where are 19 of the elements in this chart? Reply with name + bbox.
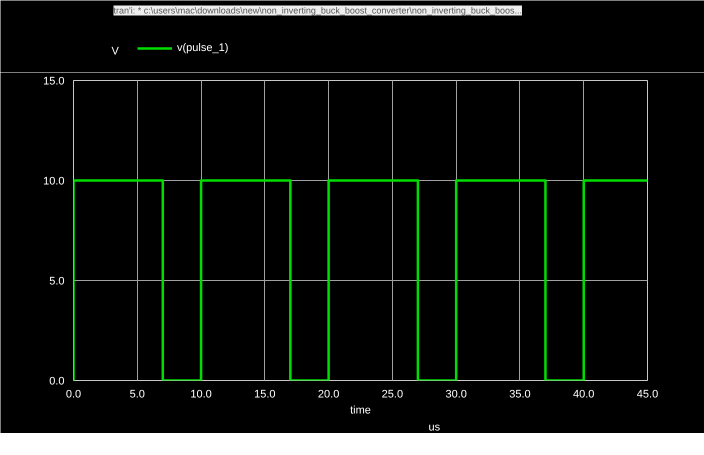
x-tick-label: 5.0	[130, 388, 145, 400]
text: us	[428, 422, 441, 434]
x-tick-label: 30.0	[445, 388, 467, 400]
x-tick-label: 25.0	[382, 388, 404, 400]
x-tick-label: 20.0	[318, 388, 340, 400]
x-tick-label: 45.0	[636, 388, 658, 400]
x-tick-label: 35.0	[509, 388, 531, 400]
x-axis-title: time	[350, 404, 371, 416]
y-tick-label: 5.0	[49, 276, 65, 288]
x-tick-label: 0.0	[66, 388, 82, 400]
x-tick-label: 10.0	[190, 388, 212, 400]
y-tick-label: 10.0	[43, 176, 65, 188]
legend-label: v(pulse_1)	[177, 42, 228, 54]
y-axis-title: V	[112, 46, 120, 58]
chart-title: tran'i: * c:\users\mac\downloads\new\non_inverting_buck_boost_converter\non_inverting_buck_boos...	[114, 6, 522, 16]
x-tick-label: 40.0	[573, 388, 594, 400]
y-tick-label: 15.0	[43, 76, 65, 88]
y-tick-label: 0.0	[49, 376, 65, 388]
x-tick-label: 15.0	[254, 388, 276, 400]
